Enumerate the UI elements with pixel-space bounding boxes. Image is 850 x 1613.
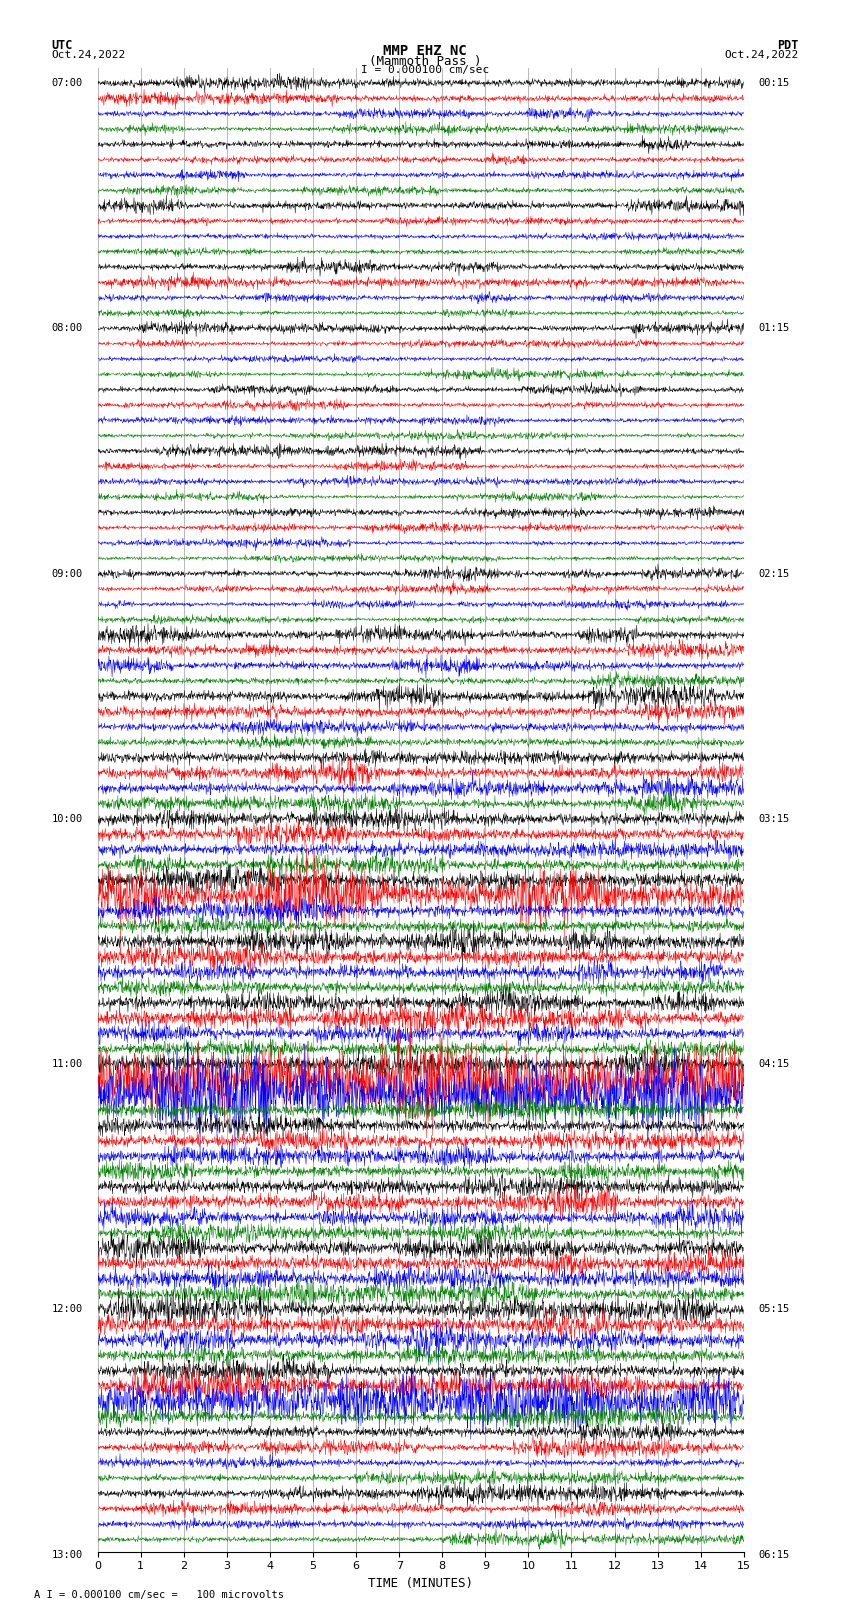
Text: (Mammoth Pass ): (Mammoth Pass ) bbox=[369, 55, 481, 68]
Text: 00:15: 00:15 bbox=[759, 77, 790, 89]
Text: 08:00: 08:00 bbox=[52, 323, 82, 334]
X-axis label: TIME (MINUTES): TIME (MINUTES) bbox=[368, 1578, 473, 1590]
Text: 13:00: 13:00 bbox=[52, 1550, 82, 1560]
Text: I = 0.000100 cm/sec: I = 0.000100 cm/sec bbox=[361, 65, 489, 76]
Text: 03:15: 03:15 bbox=[759, 815, 790, 824]
Text: 06:15: 06:15 bbox=[759, 1550, 790, 1560]
Text: 09:00: 09:00 bbox=[52, 569, 82, 579]
Text: 05:15: 05:15 bbox=[759, 1305, 790, 1315]
Text: 01:15: 01:15 bbox=[759, 323, 790, 334]
Text: 04:15: 04:15 bbox=[759, 1060, 790, 1069]
Text: 07:00: 07:00 bbox=[52, 77, 82, 89]
Text: UTC: UTC bbox=[51, 39, 72, 52]
Text: 10:00: 10:00 bbox=[52, 815, 82, 824]
Text: Oct.24,2022: Oct.24,2022 bbox=[725, 50, 799, 60]
Text: Oct.24,2022: Oct.24,2022 bbox=[51, 50, 125, 60]
Text: MMP EHZ NC: MMP EHZ NC bbox=[383, 44, 467, 58]
Text: 11:00: 11:00 bbox=[52, 1060, 82, 1069]
Text: PDT: PDT bbox=[778, 39, 799, 52]
Text: A I = 0.000100 cm/sec =   100 microvolts: A I = 0.000100 cm/sec = 100 microvolts bbox=[34, 1590, 284, 1600]
Text: 02:15: 02:15 bbox=[759, 569, 790, 579]
Text: 12:00: 12:00 bbox=[52, 1305, 82, 1315]
